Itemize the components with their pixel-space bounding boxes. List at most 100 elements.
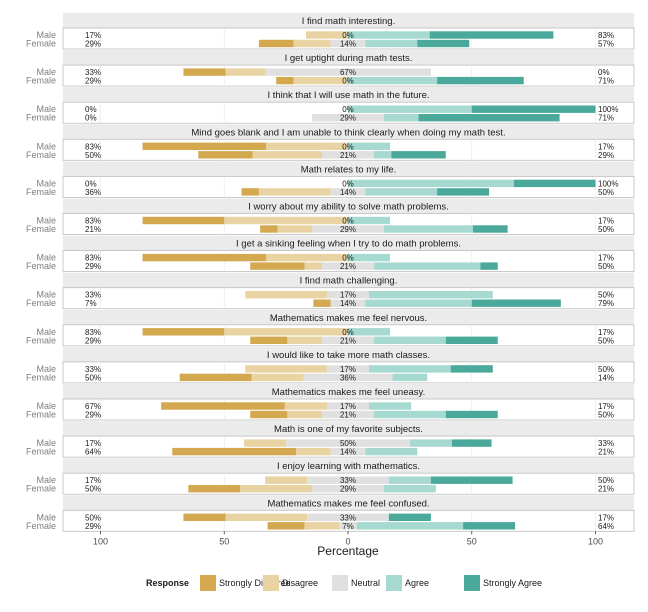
group-label: Female bbox=[26, 298, 56, 308]
low-percent-label: 50% bbox=[85, 485, 101, 494]
facet-panel: Mind goes blank and I am unable to think… bbox=[26, 124, 635, 161]
neutral-percent-label: 0% bbox=[342, 142, 354, 151]
high-percent-label: 17% bbox=[598, 217, 614, 226]
neutral-percent-label: 17% bbox=[340, 291, 356, 300]
bar-segment bbox=[445, 336, 498, 344]
facet-panel: I find math challenging. Male 33% 17% 50% Fem… bbox=[26, 272, 635, 310]
bar-segment bbox=[365, 299, 472, 307]
facet-title: I would like to take more math classes. bbox=[267, 350, 430, 361]
low-percent-label: 29% bbox=[85, 336, 101, 345]
facet-panel: Math relates to my life. Male 0% 0% 100% Fema… bbox=[26, 161, 635, 198]
bar-segment bbox=[142, 253, 267, 262]
neutral-percent-label: 0% bbox=[342, 217, 354, 226]
low-percent-label: 64% bbox=[85, 448, 101, 457]
bar-segment bbox=[418, 114, 560, 122]
high-percent-label: 71% bbox=[598, 77, 614, 86]
bar-segment bbox=[348, 216, 391, 225]
bar-segment bbox=[267, 522, 305, 530]
bar-segment bbox=[225, 68, 266, 76]
neutral-percent-label: 17% bbox=[340, 365, 356, 374]
low-percent-label: 29% bbox=[85, 262, 101, 271]
neutral-percent-label: 0% bbox=[342, 254, 354, 263]
facet-title: I get a sinking feeling when I try to do… bbox=[236, 239, 461, 250]
bar-segment bbox=[348, 328, 391, 336]
bar-segment bbox=[356, 522, 464, 530]
bar-segment bbox=[388, 513, 431, 521]
facet-title: Mind goes blank and I am unable to think… bbox=[191, 127, 505, 138]
group-label: Male bbox=[36, 512, 56, 522]
low-percent-label: 83% bbox=[85, 142, 101, 151]
group-label: Male bbox=[36, 30, 56, 40]
facet-panel: I worry about my ability to solve math p… bbox=[26, 198, 635, 235]
bar-segment bbox=[322, 336, 374, 344]
neutral-percent-label: 67% bbox=[340, 68, 356, 77]
low-percent-label: 17% bbox=[85, 439, 101, 448]
neutral-percent-label: 14% bbox=[340, 299, 356, 308]
bar-segment bbox=[142, 328, 225, 336]
bar-segment bbox=[250, 336, 288, 344]
low-percent-label: 17% bbox=[85, 31, 101, 40]
bar-segment bbox=[365, 447, 418, 456]
bar-segment bbox=[244, 439, 287, 447]
bar-segment bbox=[307, 513, 389, 521]
bar-segment bbox=[348, 253, 391, 262]
bar-segment bbox=[417, 39, 470, 48]
facet-strip bbox=[63, 161, 634, 177]
neutral-percent-label: 29% bbox=[340, 225, 356, 234]
group-label: Male bbox=[36, 67, 56, 77]
legend-key bbox=[386, 575, 402, 591]
bar-segment bbox=[245, 365, 327, 373]
group-label: Male bbox=[36, 438, 56, 448]
bar-segment bbox=[179, 373, 252, 382]
x-tick-label: 100 bbox=[93, 536, 108, 546]
neutral-percent-label: 33% bbox=[340, 513, 356, 522]
bar-segment bbox=[373, 336, 446, 344]
bar-segment bbox=[471, 299, 561, 307]
group-label: Male bbox=[36, 364, 56, 374]
facet-panel: I get uptight during math tests. Male 33% 6… bbox=[26, 50, 635, 87]
facet-strip bbox=[63, 87, 634, 103]
neutral-percent-label: 29% bbox=[340, 114, 356, 123]
bar-segment bbox=[188, 485, 241, 493]
bar-segment bbox=[392, 373, 428, 382]
neutral-percent-label: 0% bbox=[342, 105, 354, 114]
high-percent-label: 0% bbox=[598, 68, 610, 77]
bar-segment bbox=[348, 179, 514, 188]
bar-segment bbox=[142, 142, 267, 150]
group-label: Male bbox=[36, 253, 56, 263]
facet-panel: I get a sinking feeling when I try to do… bbox=[26, 235, 635, 273]
facet-strip bbox=[63, 384, 634, 399]
bar-segment bbox=[296, 447, 331, 456]
group-label: Male bbox=[36, 290, 56, 300]
facet-panel: Mathematics makes me feel uneasy. Male 67%… bbox=[26, 384, 635, 421]
high-percent-label: 50% bbox=[598, 411, 614, 420]
high-percent-label: 50% bbox=[598, 476, 614, 485]
neutral-percent-label: 36% bbox=[340, 373, 356, 382]
neutral-percent-label: 21% bbox=[340, 151, 356, 160]
bar-segment bbox=[224, 216, 348, 225]
bar-segment bbox=[266, 142, 348, 150]
high-percent-label: 14% bbox=[598, 373, 614, 382]
bar-segment bbox=[265, 476, 308, 484]
bar-segment bbox=[429, 31, 554, 39]
bar-segment bbox=[258, 188, 331, 196]
bar-segment bbox=[252, 151, 323, 159]
high-percent-label: 17% bbox=[598, 142, 614, 151]
facet-title: I think that I will use math in the futu… bbox=[267, 90, 429, 101]
high-percent-label: 50% bbox=[598, 225, 614, 234]
facet-title: I enjoy learning with mathematics. bbox=[277, 461, 420, 472]
bar-segment bbox=[365, 188, 438, 196]
facet-panel: I find math interesting. Male 17% 0% 83% Fema… bbox=[26, 13, 635, 50]
bar-segment bbox=[312, 485, 384, 493]
bar-segment bbox=[266, 253, 348, 262]
group-label: Female bbox=[26, 224, 56, 234]
facet-strip bbox=[63, 458, 634, 474]
x-axis: 100 50 0 50 100 bbox=[93, 531, 603, 546]
neutral-percent-label: 0% bbox=[342, 77, 354, 86]
facet-title: I get uptight during math tests. bbox=[285, 53, 413, 64]
bar-segment bbox=[224, 328, 348, 336]
group-label: Female bbox=[26, 335, 56, 345]
facet-strip bbox=[63, 13, 634, 28]
facet-panel: Mathematics makes me feel confused. Male 5… bbox=[26, 495, 635, 532]
